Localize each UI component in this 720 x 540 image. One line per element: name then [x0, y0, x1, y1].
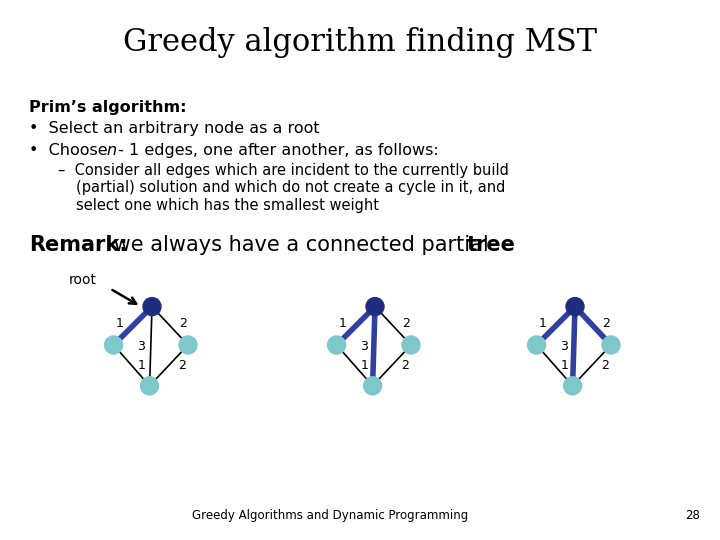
Text: •  Choose: • Choose — [29, 143, 112, 158]
Circle shape — [402, 336, 420, 354]
Text: Prim’s algorithm:: Prim’s algorithm: — [29, 100, 186, 115]
Circle shape — [602, 336, 620, 354]
Text: - 1 edges, one after another, as follows:: - 1 edges, one after another, as follows… — [113, 143, 438, 158]
Circle shape — [104, 336, 122, 354]
Circle shape — [528, 336, 546, 354]
Text: 2: 2 — [402, 318, 410, 330]
Text: 2: 2 — [401, 359, 409, 372]
Text: –  Consider all edges which are incident to the currently build: – Consider all edges which are incident … — [58, 163, 508, 178]
Text: 1: 1 — [561, 359, 569, 372]
Text: we always have a connected partial: we always have a connected partial — [107, 235, 495, 255]
Text: 3: 3 — [137, 340, 145, 353]
Text: 2: 2 — [179, 318, 187, 330]
Text: 1: 1 — [339, 318, 347, 330]
Circle shape — [366, 298, 384, 315]
Text: 1: 1 — [539, 318, 546, 330]
Text: 1: 1 — [138, 359, 145, 372]
Text: 2: 2 — [178, 359, 186, 372]
Text: Greedy Algorithms and Dynamic Programming: Greedy Algorithms and Dynamic Programmin… — [192, 509, 468, 522]
Text: (partial) solution and which do not create a cycle in it, and: (partial) solution and which do not crea… — [76, 180, 505, 195]
Circle shape — [143, 298, 161, 315]
Circle shape — [564, 377, 582, 395]
Text: select one which has the smallest weight: select one which has the smallest weight — [76, 198, 379, 213]
Circle shape — [566, 298, 584, 315]
Text: root: root — [69, 273, 97, 287]
Circle shape — [179, 336, 197, 354]
Text: Remark:: Remark: — [29, 235, 127, 255]
Circle shape — [328, 336, 346, 354]
Text: n: n — [107, 143, 117, 158]
Text: 2: 2 — [602, 318, 610, 330]
Text: 28: 28 — [685, 509, 700, 522]
Text: 3: 3 — [360, 340, 368, 353]
Circle shape — [140, 377, 158, 395]
Text: •  Select an arbitrary node as a root: • Select an arbitrary node as a root — [29, 122, 320, 137]
Text: 1: 1 — [361, 359, 369, 372]
Text: tree: tree — [467, 235, 516, 255]
Text: 1: 1 — [116, 318, 124, 330]
Text: Greedy algorithm finding MST: Greedy algorithm finding MST — [123, 27, 597, 58]
Text: 2: 2 — [600, 359, 608, 372]
Text: 3: 3 — [560, 340, 568, 353]
Circle shape — [364, 377, 382, 395]
